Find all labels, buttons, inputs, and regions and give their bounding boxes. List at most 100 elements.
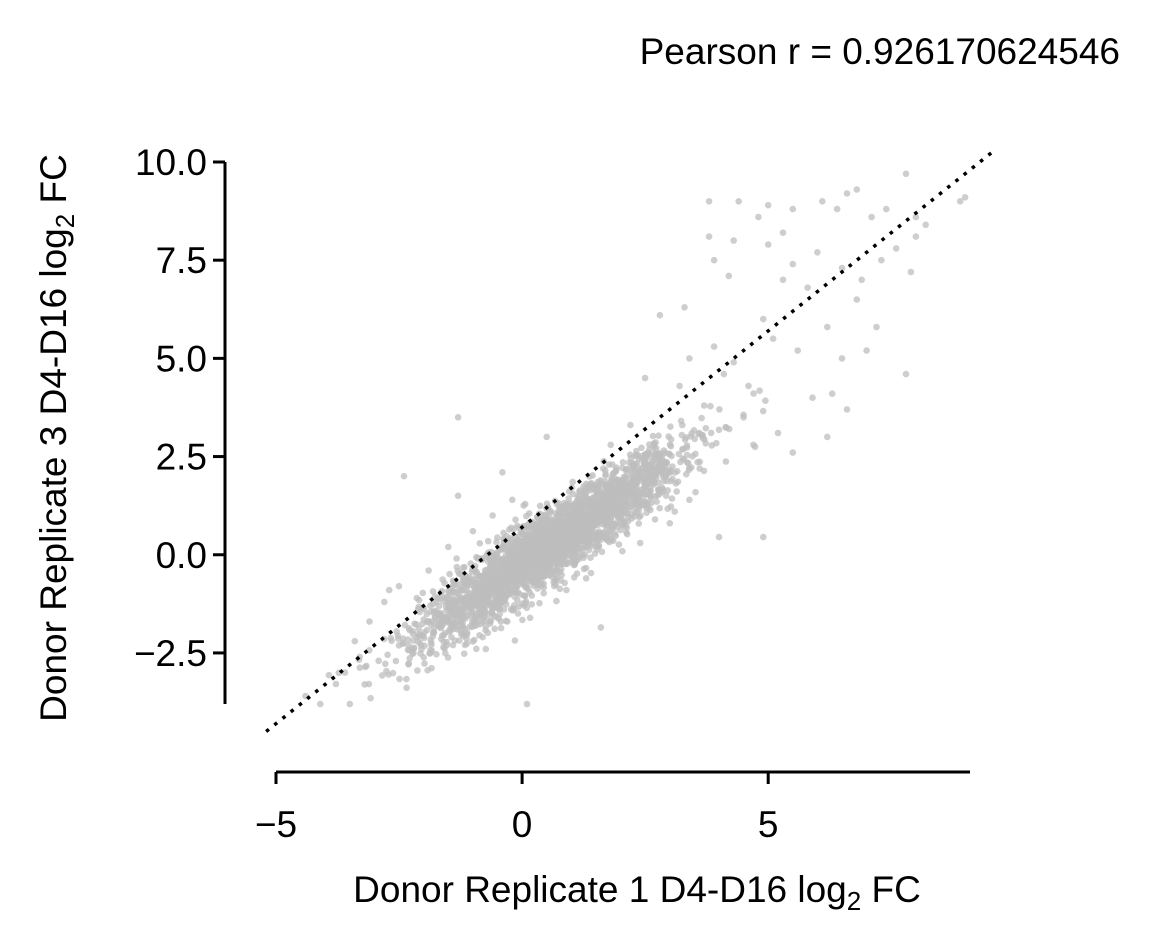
scatter-point: [509, 607, 516, 614]
scatter-point: [456, 611, 464, 618]
scatter-point: [443, 613, 451, 621]
scatter-point: [415, 603, 423, 611]
scatter-point: [710, 343, 718, 350]
scatter-point: [559, 534, 566, 542]
scatter-point: [431, 593, 439, 600]
scatter-point: [626, 451, 634, 459]
scatter-point: [656, 311, 664, 319]
scatter-point: [497, 618, 505, 625]
y-tick-label: −2.5: [134, 633, 207, 674]
scatter-point: [686, 496, 693, 504]
scatter-point: [473, 572, 480, 579]
scatter-point: [528, 592, 536, 599]
scatter-point: [494, 567, 501, 574]
scatter-point: [789, 449, 797, 456]
scatter-point: [671, 508, 678, 515]
scatter-point: [454, 580, 462, 588]
scatter-point: [395, 582, 403, 590]
scatter-point: [523, 700, 531, 708]
scatter-point: [650, 479, 658, 487]
scatter-point: [476, 540, 484, 547]
scatter-point: [755, 213, 762, 221]
y-axis-ticks: −2.5 0.0 2.5 5.0 7.5 10.0: [134, 142, 225, 674]
scatter-point: [399, 635, 407, 642]
scatter-point: [651, 516, 659, 523]
scatter-point: [552, 548, 560, 556]
scatter-point: [515, 524, 523, 531]
scatter-point: [873, 323, 880, 331]
scatter-point: [438, 622, 446, 630]
scatter-point: [385, 586, 393, 594]
scatter-point: [774, 429, 782, 437]
scatter-point: [528, 523, 535, 530]
scatter-point: [459, 630, 466, 638]
scatter-point: [501, 597, 509, 604]
scatter-point: [580, 517, 587, 524]
scatter-point: [695, 430, 702, 438]
scatter-point: [476, 602, 484, 609]
scatter-point: [404, 646, 412, 654]
scatter-point: [692, 488, 699, 496]
scatter-point: [838, 264, 846, 272]
scatter-point: [664, 487, 672, 494]
scatter-point: [570, 574, 578, 581]
scatter-point: [548, 557, 556, 564]
scatter-point: [509, 496, 516, 504]
scatter-point: [458, 594, 466, 602]
scatter-point: [500, 575, 507, 583]
scatter-point: [494, 604, 501, 611]
scatter-point: [853, 296, 861, 303]
scatter-point: [603, 491, 611, 498]
scatter-point: [562, 529, 570, 537]
scatter-point: [461, 641, 469, 649]
scatter-point: [696, 465, 703, 472]
scatter-point: [858, 276, 865, 284]
scatter-point: [442, 595, 450, 603]
scatter-point: [668, 495, 676, 502]
scatter-point: [912, 233, 920, 240]
scatter-point: [458, 585, 465, 593]
scatter-point: [638, 444, 645, 452]
scatter-point: [562, 560, 570, 567]
scatter-point: [396, 675, 403, 683]
scatter-point: [451, 623, 459, 630]
scatter-point: [686, 355, 693, 362]
scatter-point: [430, 629, 438, 636]
scatter-point: [804, 284, 811, 292]
scatter-point: [425, 567, 432, 574]
x-tick-label: 0: [512, 804, 533, 845]
scatter-point: [610, 482, 618, 489]
scatter-point: [618, 515, 626, 523]
scatter-point: [705, 198, 713, 205]
scatter-point: [384, 651, 391, 659]
scatter-point: [702, 424, 710, 432]
scatter-point: [472, 596, 480, 603]
scatter-point: [346, 700, 354, 708]
scatter-point: [486, 585, 494, 592]
scatter-point: [565, 517, 572, 525]
scatter-point: [406, 655, 414, 662]
scatter-point: [541, 511, 549, 519]
scatter-point: [683, 442, 691, 449]
scatter-point: [735, 198, 742, 205]
scatter-point: [498, 591, 506, 599]
scatter-point: [648, 470, 656, 477]
scatter-point: [382, 660, 389, 668]
scatter-point: [619, 459, 627, 466]
scatter-point: [536, 599, 543, 607]
scatter-point: [543, 500, 551, 508]
scatter-point: [843, 190, 851, 197]
scatter-point: [883, 205, 890, 213]
scatter-point: [460, 650, 468, 657]
scatter-point: [662, 492, 670, 500]
scatter-point: [658, 484, 666, 491]
scatter-point: [759, 407, 767, 415]
scatter-point: [636, 539, 644, 547]
scatter-point: [423, 626, 431, 634]
scatter-point: [676, 382, 683, 390]
x-axis-ticks: −5 0 5: [255, 772, 778, 845]
scatter-point: [511, 637, 519, 644]
scatter-point: [666, 520, 674, 527]
scatter-point: [545, 531, 553, 539]
